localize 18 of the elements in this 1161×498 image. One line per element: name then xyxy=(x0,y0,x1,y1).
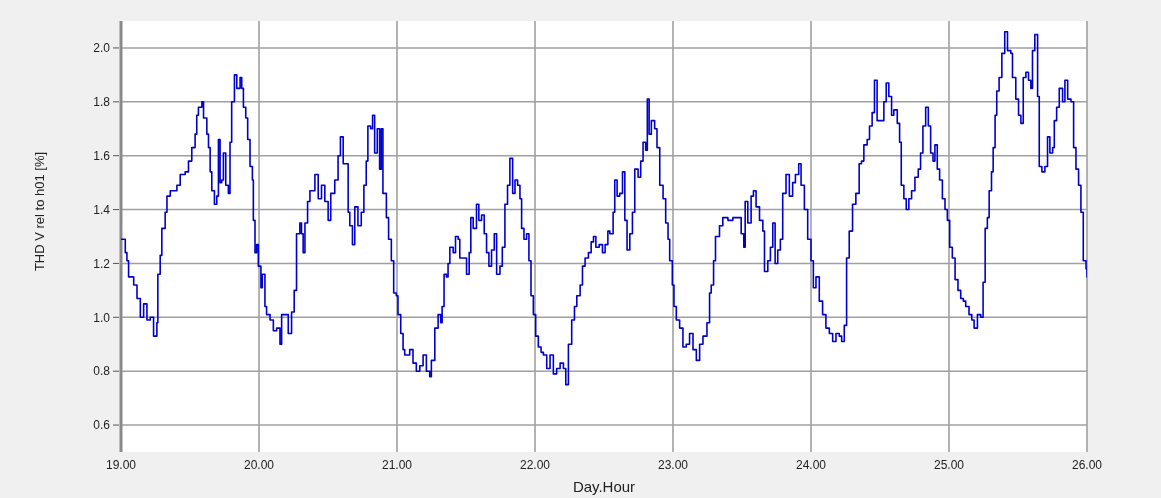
x-axis-title: Day.Hour xyxy=(572,478,636,495)
x-tick-label: 19.00 xyxy=(105,458,137,472)
x-tick-label: 25.00 xyxy=(933,458,965,472)
x-tick-label: 22.00 xyxy=(519,458,551,472)
x-tick-label: 21.00 xyxy=(381,458,413,472)
x-tick-label: 23.00 xyxy=(657,458,689,472)
y-tick-label: 1.8 xyxy=(93,95,111,110)
x-tick-label: 26.00 xyxy=(1071,458,1103,472)
y-tick-label: 0.6 xyxy=(93,418,111,433)
y-tick-label: 1.0 xyxy=(93,310,111,325)
y-axis-title: THD V rel to h01 [%] xyxy=(32,151,47,272)
y-tick-label: 1.4 xyxy=(93,202,111,217)
y-tick-label: 1.6 xyxy=(93,148,111,163)
x-tick-label: 20.00 xyxy=(243,458,275,472)
x-tick-label: 24.00 xyxy=(795,458,827,472)
y-tick-label: 2.0 xyxy=(93,41,111,56)
y-tick-label: 1.2 xyxy=(93,256,111,271)
y-tick-label: 0.8 xyxy=(93,364,111,379)
